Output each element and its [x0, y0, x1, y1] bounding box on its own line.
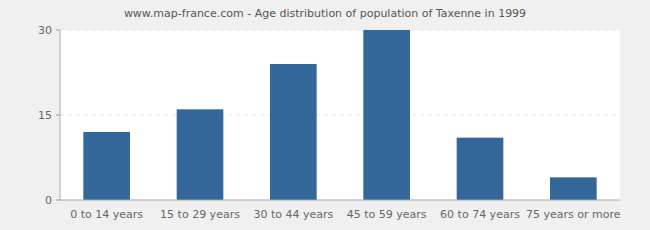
y-tick [56, 200, 60, 201]
x-tick-label: 30 to 44 years [253, 208, 333, 221]
background [0, 0, 650, 230]
chart-container: www.map-france.com - Age distribution of… [0, 0, 650, 230]
bar [550, 177, 597, 200]
x-tick-label: 75 years or more [526, 208, 621, 221]
bar [363, 30, 410, 200]
y-tick-label: 15 [38, 109, 52, 122]
chart-svg: www.map-france.com - Age distribution of… [0, 0, 650, 230]
y-tick [56, 30, 60, 31]
bars [83, 30, 596, 200]
y-axis [60, 30, 61, 200]
bar [177, 109, 224, 200]
x-tick-label: 45 to 59 years [347, 208, 427, 221]
x-tick-label: 60 to 74 years [440, 208, 520, 221]
y-tick-label: 0 [45, 194, 52, 207]
bar [457, 138, 504, 200]
grid-line [60, 200, 620, 201]
y-tick [56, 115, 60, 116]
title: www.map-france.com - Age distribution of… [124, 7, 526, 20]
grid-line [60, 30, 620, 31]
grid-line [60, 115, 620, 116]
y-tick-label: 30 [38, 24, 52, 37]
x-tick-label: 0 to 14 years [70, 208, 143, 221]
x-tick-label: 15 to 29 years [160, 208, 240, 221]
bar [270, 64, 317, 200]
plot-area [60, 30, 620, 200]
bar [83, 132, 130, 200]
x-axis [60, 200, 620, 201]
